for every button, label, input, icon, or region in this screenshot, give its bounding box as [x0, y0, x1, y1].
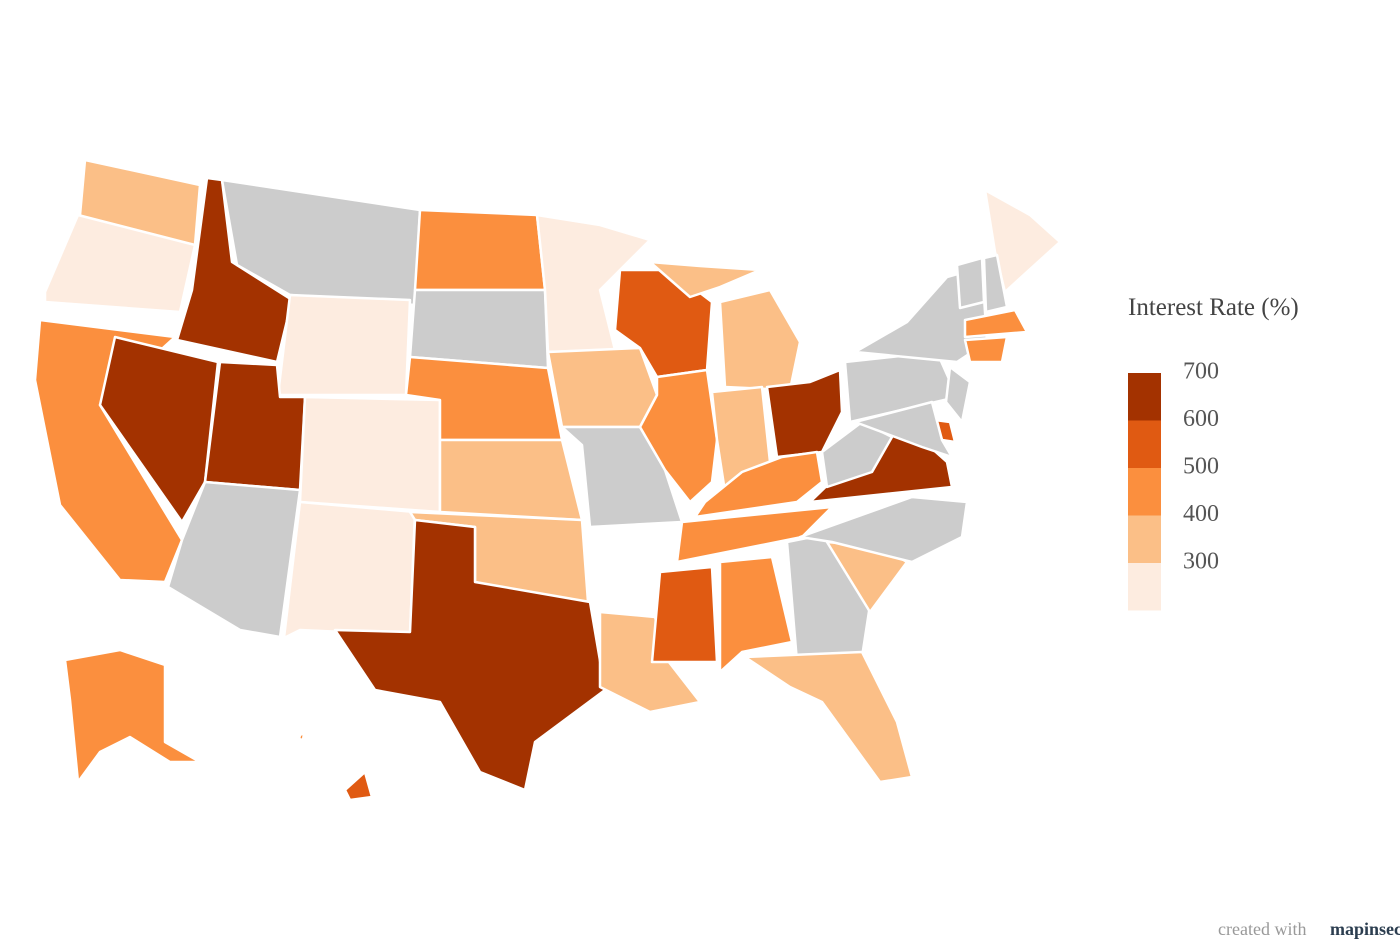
- state: [98, 335, 220, 524]
- legend-label: 300: [1183, 549, 1219, 575]
- state: [276, 293, 412, 397]
- state: [718, 288, 802, 392]
- state: [408, 288, 550, 370]
- state: [798, 495, 969, 564]
- legend-label: 600: [1183, 406, 1219, 432]
- states-layer: [33, 158, 1062, 802]
- state: [963, 308, 1029, 339]
- state: [535, 213, 652, 354]
- legend-label: 400: [1183, 501, 1219, 527]
- legend-swatch: [1128, 373, 1161, 421]
- brand: mapinseconds: [1330, 919, 1400, 939]
- legend-swatch: [1128, 468, 1161, 516]
- state: [638, 368, 719, 504]
- state: [955, 256, 986, 310]
- state: [43, 213, 197, 314]
- state: [820, 420, 894, 489]
- state: [282, 500, 417, 640]
- state: [718, 555, 794, 674]
- state: [650, 565, 719, 664]
- state: [297, 731, 306, 742]
- credit: created with: [1218, 919, 1306, 939]
- state: [982, 253, 1009, 314]
- state: [944, 365, 972, 424]
- legend-label: 700: [1183, 359, 1219, 385]
- state: [63, 648, 202, 784]
- state: [166, 480, 302, 639]
- legend-swatch: [1128, 515, 1161, 563]
- state: [413, 208, 547, 292]
- state: [648, 260, 762, 299]
- legend-label: 500: [1183, 454, 1219, 480]
- state: [983, 188, 1062, 294]
- state: [743, 650, 914, 784]
- legend-title: Interest Rate (%): [1128, 294, 1299, 321]
- state: [298, 395, 442, 514]
- state: [963, 335, 1009, 364]
- legend: 700 600 500 400 300: [1128, 359, 1219, 611]
- state: [333, 518, 607, 792]
- state: [546, 346, 659, 429]
- state: [343, 770, 374, 802]
- state: [853, 400, 954, 459]
- legend-swatch: [1128, 420, 1161, 468]
- legend-swatch: [1128, 563, 1161, 611]
- state: [765, 368, 844, 459]
- state: [438, 438, 584, 522]
- state: [693, 450, 824, 519]
